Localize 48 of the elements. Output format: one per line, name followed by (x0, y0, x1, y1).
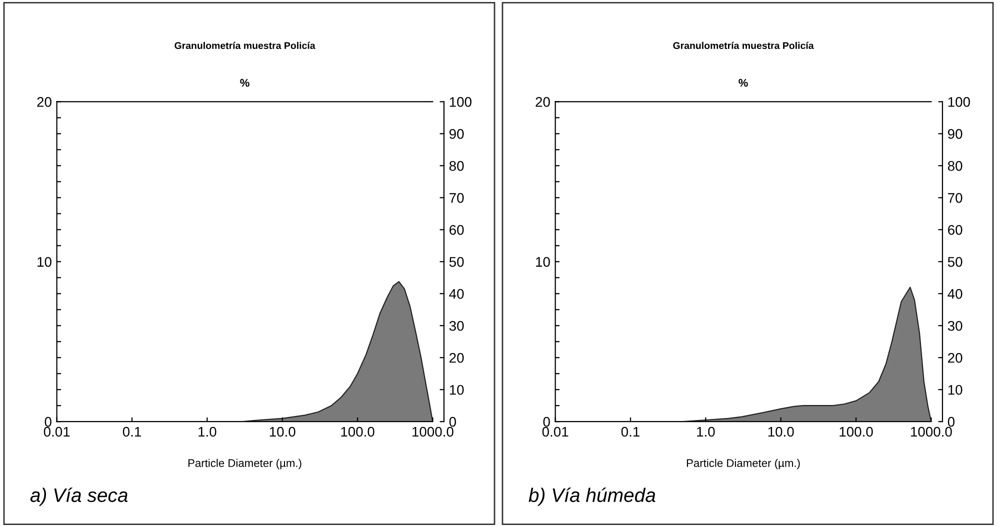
y2-tick-label: 50 (948, 256, 962, 267)
y2-tick-label: 10 (450, 384, 464, 395)
y2-tick-label: 20 (948, 352, 962, 363)
x-tick-label: 0.01 (542, 426, 568, 437)
y-tick-label: 20 (37, 97, 52, 107)
y-tick-label: 0 (543, 416, 550, 427)
y2-tick-label: 80 (948, 161, 962, 171)
text: b) Vía húmeda (528, 488, 656, 506)
y2-tick-label: 40 (449, 288, 464, 299)
y2-tick-label: 0 (948, 416, 955, 427)
chart-title: Granulometría muestra Policía (673, 42, 814, 50)
y2-tick-label: 0 (449, 416, 456, 427)
y2-tick-label: 30 (948, 320, 962, 331)
y2-tick-label: 100 (450, 97, 472, 107)
x-tick-label: 0.1 (621, 426, 640, 437)
y2-tick-label: 70 (450, 193, 464, 203)
y2-tick-label: 50 (449, 256, 464, 267)
x-axis-title: Particle Diameter (µm.) (686, 458, 800, 470)
x-axis-title: Particle Diameter (µm.) (188, 458, 302, 470)
x-tick-label: 100.0 (341, 426, 374, 437)
y2-tick-label: 30 (449, 320, 464, 331)
x-tick-label: 0.1 (122, 426, 141, 437)
y2-tick-label: 90 (449, 129, 464, 139)
y2-tick-label: 100 (948, 97, 970, 107)
chart-title: Granulometría muestra Policía (174, 42, 316, 50)
y2-tick-label: 70 (948, 193, 962, 203)
y2-tick-label: 80 (449, 161, 464, 171)
x-tick-label: 1.0 (198, 426, 216, 437)
y2-tick-label: 60 (450, 225, 464, 235)
x-tick-label: 1000.0 (911, 426, 952, 437)
y2-tick-label: 10 (948, 384, 962, 395)
y-axis-title: % (738, 78, 748, 87)
y2-tick-label: 20 (450, 352, 464, 363)
x-tick-label: 1.0 (697, 426, 715, 437)
y-tick-label: 10 (536, 256, 550, 267)
text: a) Vía seca (30, 488, 128, 506)
x-tick-label: 1000.0 (412, 426, 454, 437)
y2-tick-label: 90 (948, 129, 962, 139)
y-tick-label: 20 (536, 97, 550, 107)
y2-tick-label: 40 (948, 288, 962, 299)
x-tick-label: 10.0 (270, 426, 296, 437)
x-tick-label: 10.0 (768, 426, 794, 437)
x-tick-label: 0.01 (44, 426, 70, 437)
y-axis-title: % (240, 78, 250, 87)
y2-tick-label: 60 (948, 225, 962, 235)
x-tick-label: 100.0 (840, 426, 873, 437)
y-tick-label: 0 (44, 416, 52, 427)
y-tick-label: 10 (38, 256, 52, 267)
